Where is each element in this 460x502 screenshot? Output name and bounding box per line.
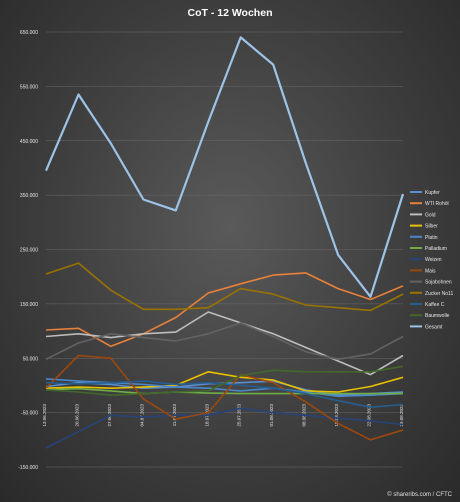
y-tick-label: 550.000	[20, 84, 38, 90]
series-line-mais	[45, 354, 404, 441]
series-line-gesamt	[44, 36, 405, 298]
legend-label: Gesamt	[425, 324, 443, 330]
series-line-baumwolle	[45, 365, 404, 397]
series-line-wti-roh-l	[45, 272, 404, 348]
y-tick-label: -150.000	[18, 465, 38, 471]
y-axis: -150.000 -50.000 50.000 150.000 250.000 350.0…	[18, 30, 38, 471]
legend-label: Kupfer	[425, 190, 440, 196]
legend-label: Silber	[425, 224, 438, 230]
y-tick-label: 650.000	[20, 30, 38, 36]
x-tick-label: 01.08.2023	[269, 404, 274, 427]
legend-label: Weizen	[425, 257, 442, 263]
legend-label: Platin	[425, 235, 438, 241]
series-line-zucker-no11	[45, 262, 404, 312]
y-tick-label: 250.000	[20, 248, 38, 254]
legend-label: Zucker No11	[425, 291, 453, 297]
gridlines	[46, 31, 403, 468]
series-line-weizen	[45, 407, 404, 449]
x-tick-label: 04.07.2023	[139, 404, 144, 427]
legend-label: Kaffee C	[425, 302, 445, 308]
x-tick-label: 15.08.2023	[334, 404, 339, 427]
chart-title: CoT - 12 Wochen	[188, 7, 273, 19]
legend-label: Mais	[425, 268, 436, 274]
x-tick-label: 20.06.2023	[74, 404, 79, 427]
legend-label: Palladium	[425, 246, 447, 252]
source-label: © shareribs.com / CFTC	[387, 491, 452, 498]
legend-label: Baumwolle	[425, 313, 450, 319]
series-line-silber	[45, 370, 404, 393]
legend-label: Gold	[425, 212, 436, 218]
x-tick-label: 27.06.2023	[107, 404, 112, 427]
y-tick-label: 450.000	[20, 139, 38, 145]
series-line-gold	[45, 311, 404, 376]
y-tick-label: -50.000	[21, 411, 38, 417]
series-lines	[44, 36, 405, 449]
y-tick-label: 350.000	[20, 193, 38, 199]
x-tick-label: 13.06.2023	[42, 404, 47, 427]
x-tick-label: 29.08.2023	[399, 404, 404, 427]
y-tick-label: 50.000	[23, 356, 39, 362]
x-tick-label: 25.07.2023	[237, 404, 242, 427]
legend-label: Sojabohnen	[425, 280, 452, 286]
y-tick-label: 150.000	[20, 302, 38, 308]
x-tick-label: 22.08.2023	[367, 404, 372, 427]
legend: Kupfer WTI Rohöl Gold Silber Platin Palladium…	[410, 190, 453, 330]
series-line-sojabohnen	[45, 322, 404, 361]
legend-label: WTI Rohöl	[425, 201, 449, 207]
